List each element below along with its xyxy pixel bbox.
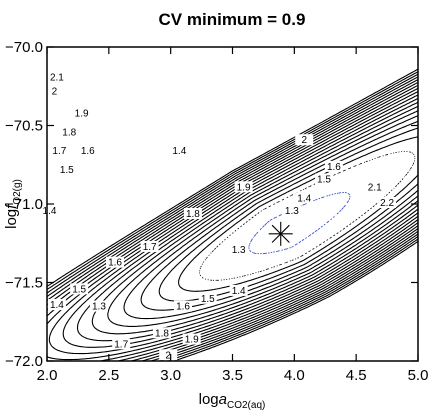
contour-label-bg: [295, 134, 314, 146]
x-tick-label: 4.5: [346, 367, 367, 384]
chart-title: CV minimum = 0.9: [159, 10, 306, 29]
y-tick-label: −72.0: [5, 353, 43, 370]
contour-label-bg: [234, 181, 253, 193]
contour-label: 1.6: [81, 146, 95, 157]
x-axis-ticks: 2.0 2.5 3.0 3.5 4.0 4.5 5.0: [37, 47, 429, 384]
contour-label-bg: [47, 71, 66, 83]
contour-label-bg: [198, 292, 217, 304]
contour-label-bg: [60, 126, 79, 138]
contour-label: 1.5: [201, 294, 215, 305]
contour-line: [107, 110, 418, 327]
contour-label-bg: [174, 300, 193, 312]
contour-label: 1.8: [62, 127, 76, 138]
contour-label-bg: [295, 192, 314, 204]
y-axis-prefix: log: [3, 209, 20, 229]
contour-label-bg: [89, 300, 108, 312]
contour-label-bg: [282, 204, 301, 216]
y-tick-label: −71.0: [5, 196, 43, 213]
x-tick-label: 2.5: [98, 367, 119, 384]
x-axis-prefix: log: [199, 391, 219, 408]
contour-line: [47, 76, 418, 361]
contour-lines: [47, 68, 418, 361]
contour-line: [47, 91, 418, 361]
contour-label-bg: [112, 338, 131, 350]
y-tick-label: −71.5: [5, 275, 43, 292]
contour-label-bg: [45, 85, 64, 97]
contour-label: 1.9: [237, 182, 251, 193]
contour-label: 1.4: [232, 286, 246, 297]
x-axis-title: logaCO2(aq): [199, 391, 266, 411]
contour-label-bg: [183, 207, 202, 219]
contour-label: 2: [165, 350, 171, 361]
contour-label: 1.6: [327, 162, 341, 173]
contour-label: 2.2: [380, 198, 394, 209]
y-axis-italic: f: [3, 203, 20, 209]
contour-line: [123, 115, 418, 320]
contour-label: 1.6: [176, 302, 190, 313]
contour-label-bg: [106, 256, 125, 268]
contour-label: 2.1: [50, 72, 64, 83]
minimum-marker: [268, 221, 293, 246]
y-tick-label: −70.5: [5, 118, 43, 135]
contour-label: 1.4: [172, 146, 186, 157]
contour-label-bg: [159, 349, 178, 361]
contour-label: 1.5: [317, 174, 331, 185]
contour-label: 1.4: [50, 300, 64, 311]
contour-label-bg: [229, 244, 248, 256]
contour-label-bg: [40, 204, 59, 216]
contour-line: [158, 127, 418, 302]
x-tick-label: 5.0: [408, 367, 429, 384]
contour-label-bg: [182, 333, 201, 345]
y-tick-label: −70.0: [5, 39, 43, 56]
contour-label-bg: [229, 284, 248, 296]
contour-label: 2.1: [368, 182, 382, 193]
contour-label: 1.7: [52, 146, 66, 157]
contour-label: 1.6: [108, 258, 122, 269]
contour-line: [140, 120, 418, 311]
x-axis-italic: a: [219, 391, 227, 408]
x-axis-subscript: CO2(aq): [227, 400, 265, 411]
contour-label: 1.4: [43, 206, 57, 217]
contour-label-bg: [78, 145, 97, 157]
contour-label-bg: [72, 107, 91, 119]
contour-label-bg: [50, 145, 69, 157]
x-tick-label: 3.5: [222, 367, 243, 384]
contour-label: 1.8: [155, 328, 169, 339]
contour-label-bg: [70, 283, 89, 295]
contour-label-bg: [47, 299, 66, 311]
contour-line: [76, 101, 418, 342]
contour-label-bg: [315, 173, 334, 185]
contour-label: 1.9: [75, 109, 89, 120]
contour-label: 1.5: [60, 165, 74, 176]
contour-label: 2: [301, 135, 307, 146]
contour-labels: 2.121.91.81.7 1.61.51.41.421.91.81.71.61.…: [40, 71, 397, 361]
x-tick-label: 3.0: [160, 367, 181, 384]
contour-label-bg: [57, 164, 76, 176]
contour-label: 1.7: [114, 339, 128, 350]
contour-label: 1.3: [92, 302, 106, 313]
contour-label-bg: [153, 327, 172, 339]
contour-label-bg: [140, 240, 159, 252]
contour-label: 1.8: [186, 209, 200, 220]
minimum-marker-stroke: [271, 224, 290, 243]
contour-label-bg: [324, 160, 343, 172]
contour-label: 1.4: [297, 193, 311, 204]
x-tick-label: 4.0: [284, 367, 305, 384]
y-axis-subscript: O2(g): [12, 179, 23, 205]
contour-label: 1.3: [232, 245, 246, 256]
contour-label: 2: [52, 87, 58, 98]
y-axis-title: logfO2(g): [3, 179, 23, 229]
contour-label: 1.5: [72, 284, 86, 295]
y-axis-ticks: −70.0 −70.5 −71.0 −71.5 −72.0: [5, 39, 418, 370]
contour-label: 1.7: [143, 242, 157, 253]
contour-label-bg: [378, 197, 397, 208]
contour-label: 1.3: [285, 206, 299, 217]
contour-label-bg: [170, 145, 189, 157]
contour-label-bg: [365, 181, 384, 193]
x-tick-label: 2.0: [37, 367, 58, 384]
contour-label: 1.9: [185, 335, 199, 346]
